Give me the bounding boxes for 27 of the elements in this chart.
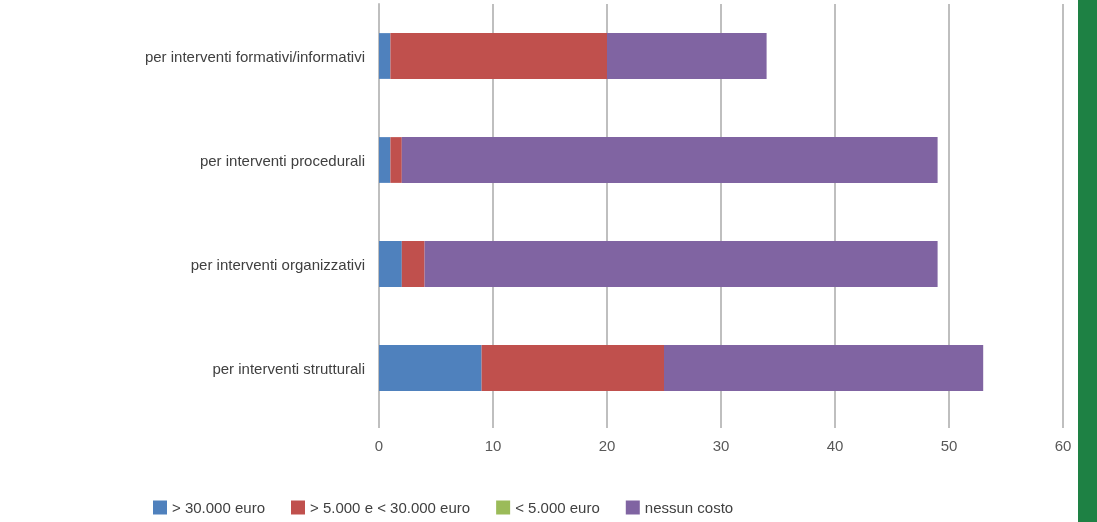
x-tick-label: 20: [598, 437, 616, 454]
y-tick-label: per interventi formativi/informativi: [144, 47, 365, 65]
x-tick-label: 50: [940, 437, 958, 454]
bar: [424, 241, 938, 287]
bar: [390, 137, 402, 183]
x-tick-label: 40: [826, 437, 844, 454]
bar: [379, 345, 482, 391]
bar: [379, 241, 402, 287]
x-tick-label: 60: [1054, 437, 1072, 454]
y-tick-label: per interventi procedurali: [199, 151, 365, 169]
bar: [379, 137, 391, 183]
bar: [401, 241, 425, 287]
bar: [481, 345, 664, 391]
bar: [390, 33, 607, 79]
legend-label: < 5.000 euro: [515, 499, 600, 516]
bar: [379, 33, 391, 79]
legend-label: > 30.000 euro: [172, 499, 265, 516]
legend-label: > 5.000 e < 30.000 euro: [310, 499, 471, 516]
bar: [401, 137, 938, 183]
x-tick-label: 10: [484, 437, 502, 454]
y-tick-label: per interventi strutturali: [212, 359, 365, 377]
x-tick-label: 0: [374, 437, 384, 454]
x-tick-label: 30: [712, 437, 730, 454]
legend-label: nessun costo: [644, 499, 734, 516]
y-tick-label: per interventi organizzativi: [190, 255, 365, 273]
bar: [664, 345, 984, 391]
bar: [607, 33, 767, 79]
